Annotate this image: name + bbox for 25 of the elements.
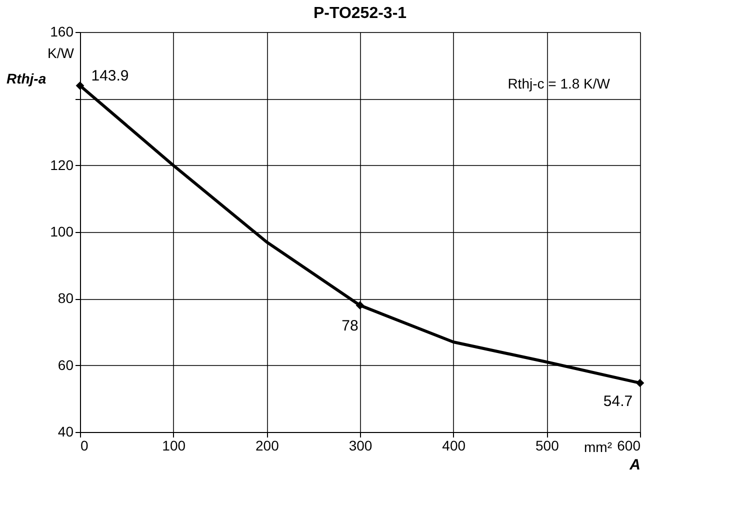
data-label: 78 <box>342 317 358 334</box>
point <box>76 81 84 90</box>
point <box>636 378 644 388</box>
text: K/W <box>48 45 75 61</box>
x-tick-label: 300 <box>348 438 372 454</box>
data-label: 54.7 <box>603 393 633 410</box>
y-tick-label: 80 <box>58 290 74 306</box>
x-tick-label: 500 <box>535 438 560 454</box>
y-tick-label: 100 <box>50 224 74 240</box>
x-tick-label: 400 <box>442 438 466 454</box>
x-tick-label: 0 <box>80 438 88 454</box>
point <box>356 301 364 310</box>
chart-title: P-TO252-3-1 <box>313 5 407 22</box>
annotation: Rthj-c = 1.8 K/W <box>508 76 611 92</box>
y-tick-label: 160 <box>50 24 74 40</box>
x-tick-label: 200 <box>255 438 280 454</box>
y-axis-title: Rthj-a <box>6 70 46 86</box>
y-tick-label: 60 <box>58 356 74 373</box>
x-axis-title: A <box>628 456 640 474</box>
x-tick-label: 100 <box>162 438 186 454</box>
y-tick-label: 40 <box>58 424 74 440</box>
text: mm² <box>584 439 612 455</box>
data-label: 143.9 <box>91 68 129 85</box>
x-tick-label: 600 <box>617 438 641 454</box>
y-tick-label: 120 <box>50 156 74 173</box>
